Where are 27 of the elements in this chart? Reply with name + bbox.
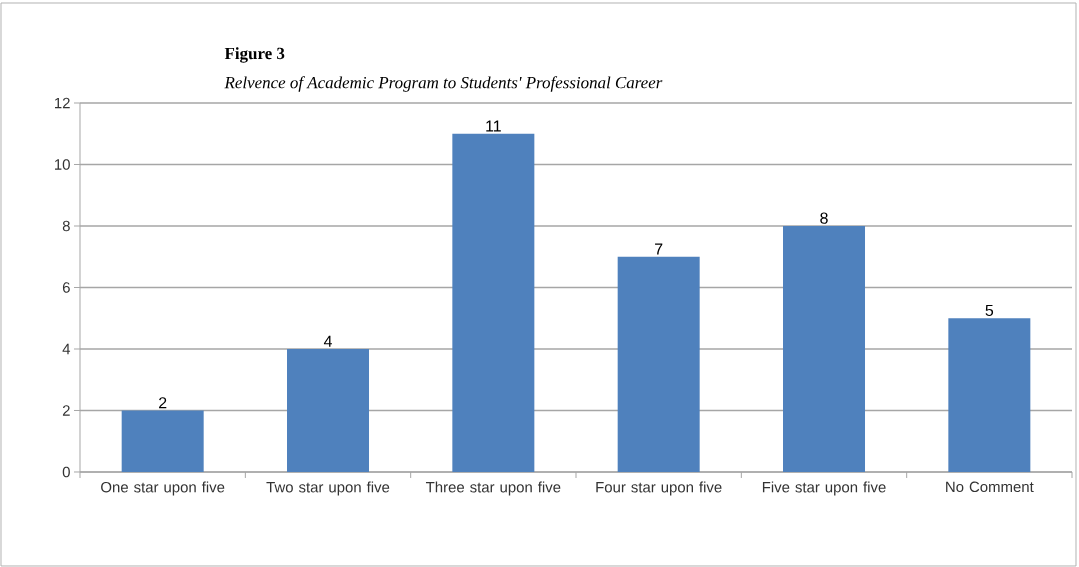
chart-title: Figure 3 [224, 47, 285, 63]
x-tick-label: No Comment [946, 481, 1034, 493]
bar [617, 256, 700, 472]
data-label: 11 [486, 120, 501, 132]
data-label: 5 [985, 304, 994, 317]
y-tick-label: 0 [62, 466, 70, 478]
bar [452, 133, 535, 472]
x-tick-label: Five star upon five [762, 481, 886, 496]
y-tick-label: 12 [55, 97, 70, 109]
x-tick-label: Four star upon five [596, 481, 722, 496]
data-label: 4 [323, 335, 332, 347]
y-tick-label: 2 [62, 405, 70, 416]
x-tick-label: Three star upon five [425, 481, 561, 496]
x-tick-label: One star upon five [101, 481, 225, 496]
bar [287, 348, 370, 472]
y-tick-label: 4 [62, 343, 71, 355]
bar [121, 410, 204, 472]
chart-subtitle: Relvence of Academic Program to Students' Professional Career [224, 76, 663, 92]
x-tick-label: Two star upon five [266, 481, 390, 496]
y-tick-label: 8 [62, 220, 70, 232]
y-tick-label: 10 [55, 159, 70, 170]
bar [948, 318, 1031, 472]
bar [783, 225, 866, 472]
data-label: 2 [159, 397, 167, 409]
data-label: 7 [655, 243, 663, 255]
y-tick-label: 6 [62, 282, 70, 293]
data-label: 8 [820, 212, 828, 224]
